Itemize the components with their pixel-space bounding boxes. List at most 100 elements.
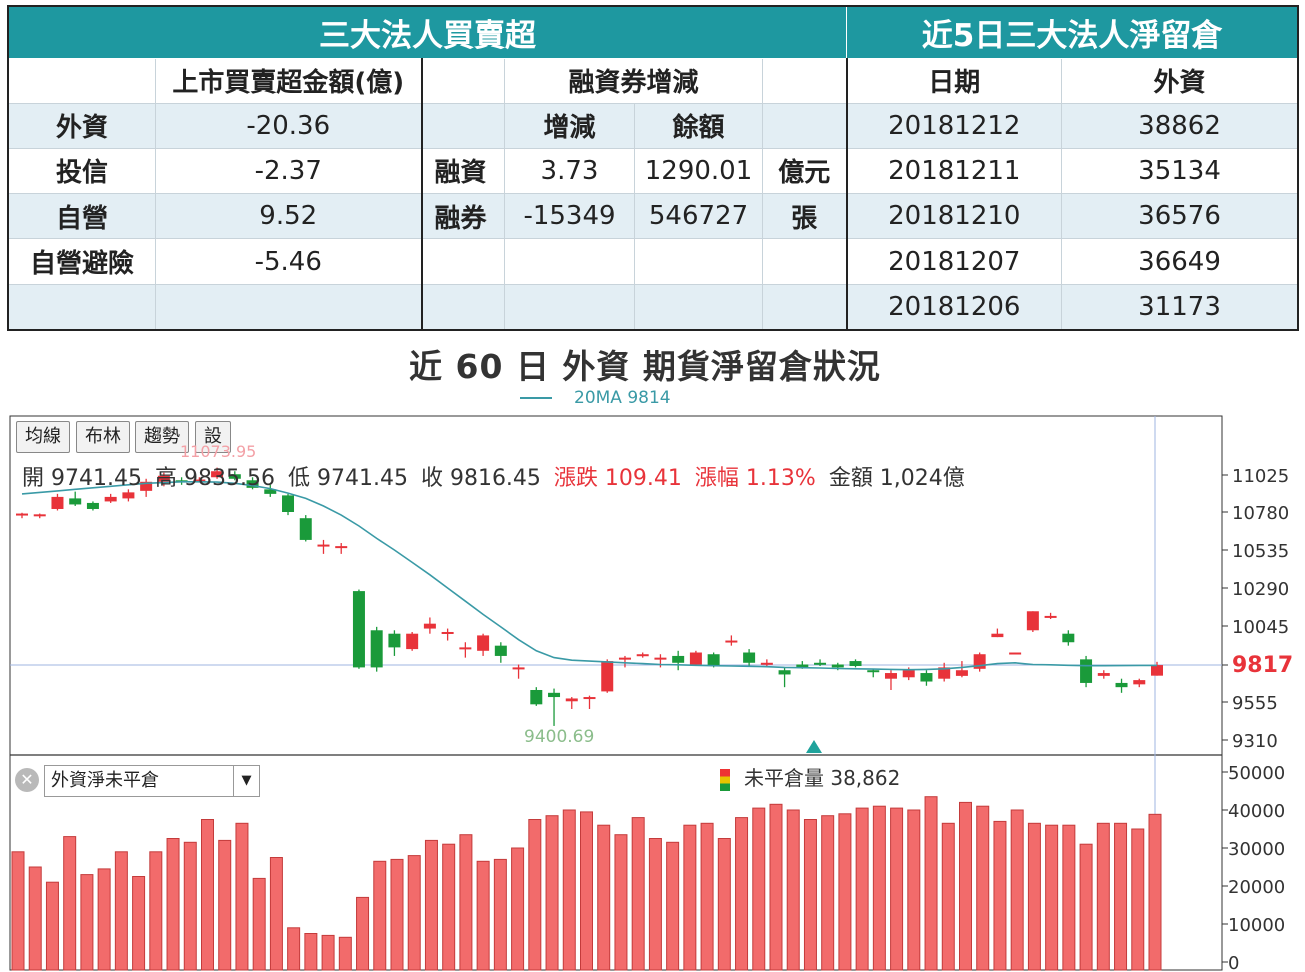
short-balance: 546727: [634, 193, 763, 240]
open-interest-bar: [872, 805, 886, 971]
position-cell: 35134: [1061, 147, 1299, 195]
price-tick-label: 10290: [1232, 579, 1289, 600]
row-label: 自營避險: [8, 238, 156, 285]
candle-body: [548, 692, 561, 698]
volume-tick-label: 0: [1228, 953, 1239, 972]
blank-cell: [634, 283, 763, 331]
candle-body: [672, 655, 685, 663]
row-label: 外資: [8, 102, 156, 149]
candle-body: [778, 670, 791, 675]
candle-body: [636, 654, 649, 657]
open-interest-bar: [924, 796, 938, 971]
low-marker-label: 9400.69: [524, 727, 595, 747]
open-interest-bar: [614, 834, 628, 971]
candle-body: [565, 698, 578, 702]
date-cell: 20181207: [845, 238, 1063, 285]
open-interest-bar: [338, 936, 352, 971]
open-interest-bar: [786, 809, 800, 971]
candle-body: [1133, 680, 1146, 685]
financing-label: 融資: [421, 147, 505, 195]
summary-title: 三大法人買賣超: [7, 5, 848, 60]
open-interest-legend: 未平倉量 38,862: [720, 762, 900, 791]
open-interest-bar: [562, 809, 576, 971]
short-unit: 張: [761, 193, 848, 240]
open-interest-bar: [648, 838, 662, 971]
ohlc-readout: 開 9741.45 高 9835.56 低 9741.45 收 9816.45 …: [22, 460, 971, 492]
settings-button[interactable]: 設: [195, 421, 231, 453]
short-change: -15349: [504, 193, 635, 240]
blank-cell: [504, 238, 635, 285]
bollinger-button[interactable]: 布林: [76, 421, 130, 453]
candle-body: [441, 631, 454, 634]
low-value: 低 9741.45: [287, 466, 408, 491]
open-interest-bar: [218, 839, 232, 971]
date-cell: 20181211: [845, 147, 1063, 195]
open-interest-bar: [1027, 822, 1041, 971]
date-cell: 20181210: [845, 193, 1063, 240]
price-tick-label: 9555: [1232, 693, 1278, 714]
candle-body: [743, 652, 756, 663]
chart-title: 近 60 日 外資 期貨淨留倉狀況: [409, 347, 881, 386]
candle-body: [1151, 665, 1163, 676]
amount-cell: -5.46: [155, 238, 423, 285]
candle-body: [796, 664, 809, 668]
close-icon[interactable]: ✕: [15, 768, 39, 792]
ma-legend-label: 20MA 9814: [574, 388, 671, 408]
open-interest-bar: [97, 868, 111, 971]
open-interest-bar: [907, 809, 921, 971]
price-tick-label: 11025: [1232, 466, 1289, 487]
open-interest-bar: [735, 817, 749, 971]
candle-body: [317, 544, 330, 547]
open-interest-bar: [63, 836, 77, 971]
open-interest-bar: [424, 839, 438, 971]
ma-legend: 20MA 9814: [520, 388, 671, 408]
margin-header: 融資券增減: [504, 58, 763, 104]
candle-body: [938, 667, 951, 679]
volume-tick-label: 50000: [1228, 763, 1285, 784]
position-cell: 36576: [1061, 193, 1299, 240]
blank-cell: [155, 283, 423, 331]
candle-body: [760, 662, 773, 665]
open-interest-bar: [821, 815, 835, 971]
candle-body: [246, 480, 259, 488]
open-interest-bar: [511, 847, 525, 971]
amount-cell: -20.36: [155, 102, 423, 149]
blank-cell: [634, 238, 763, 285]
candle-body: [955, 670, 968, 676]
ma-button[interactable]: 均線: [16, 421, 70, 453]
volume-tick-label: 30000: [1228, 839, 1285, 860]
candle-body: [423, 623, 436, 629]
open-interest-bar: [631, 817, 645, 971]
open-interest-bar: [1062, 824, 1076, 971]
blank-cell: [421, 102, 505, 149]
indicator-select-value: 外資淨未平倉: [51, 770, 159, 791]
open-interest-bar: [1148, 813, 1162, 971]
open-interest-bar: [235, 822, 249, 971]
candle-body: [707, 654, 720, 666]
volume-tick-label: 40000: [1228, 801, 1285, 822]
summary-table: 三大法人買賣超 近5日三大法人淨留倉 上市買賣超金額(億) 融資券增減 日期 外…: [6, 5, 1300, 331]
candle-body: [86, 502, 99, 509]
date-header: 日期: [845, 58, 1063, 104]
candle-body: [654, 657, 667, 660]
change-value: 漲跌 109.41: [553, 466, 682, 491]
indicator-select[interactable]: 外資淨未平倉 ▼: [44, 765, 260, 797]
open-interest-bar: [803, 819, 817, 971]
futures-chart: 9310 9555 9817 10045 10290 10535 10780 11025 0 10…: [9, 415, 1293, 972]
open-interest-bar: [545, 815, 559, 971]
trend-button[interactable]: 趨勢: [135, 421, 189, 453]
candle-body: [725, 640, 738, 643]
date-cell: 20181212: [845, 102, 1063, 149]
open-interest-bar: [390, 858, 404, 971]
open-interest-bar: [890, 807, 904, 971]
open-interest-label: 未平倉量 38,862: [744, 766, 901, 790]
change-header: 增減: [504, 102, 635, 149]
position-cell: 31173: [1061, 283, 1299, 331]
chevron-down-icon[interactable]: ▼: [233, 766, 259, 796]
open-interest-bar: [666, 841, 680, 971]
blank-cell: [504, 283, 635, 331]
amount-header: 上市買賣超金額(億): [155, 58, 423, 104]
open-interest-bar: [493, 858, 507, 971]
open-interest-bar: [201, 819, 214, 971]
open-interest-bar: [855, 807, 869, 971]
